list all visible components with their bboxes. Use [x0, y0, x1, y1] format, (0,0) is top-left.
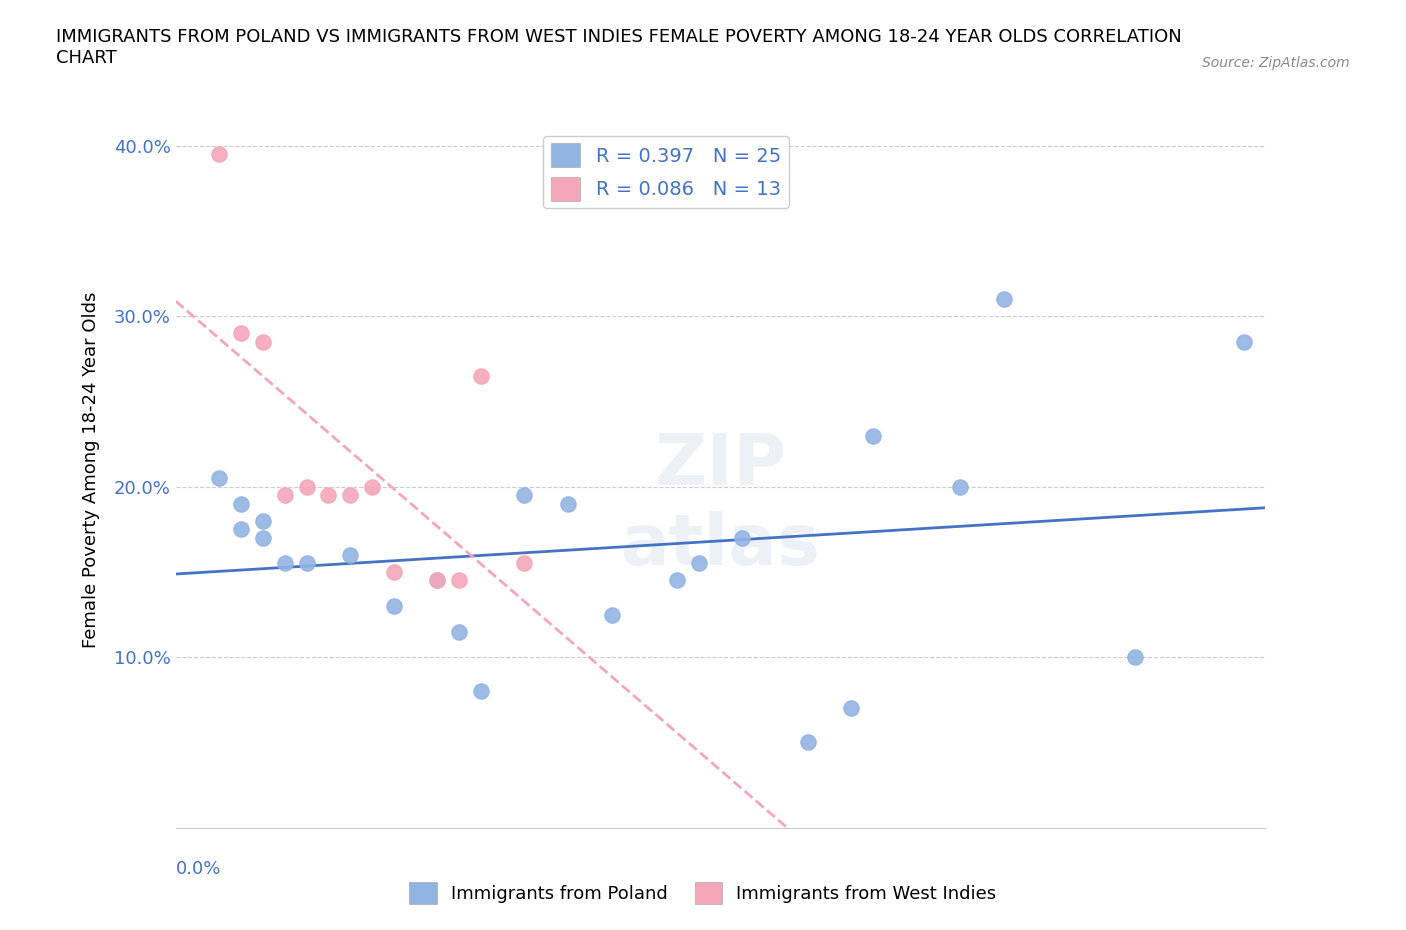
Point — [470, 368, 492, 383]
Text: 0.0%: 0.0% — [176, 860, 221, 878]
Point — [557, 497, 579, 512]
Point — [993, 292, 1015, 307]
Point — [208, 471, 231, 485]
Text: ZIP
atlas: ZIP atlas — [620, 432, 821, 580]
Point — [318, 487, 340, 502]
Point — [231, 522, 253, 537]
Point — [426, 573, 449, 588]
Y-axis label: Female Poverty Among 18-24 Year Olds: Female Poverty Among 18-24 Year Olds — [82, 291, 100, 648]
Point — [360, 479, 382, 494]
Point — [796, 735, 818, 750]
Point — [447, 624, 470, 639]
Point — [600, 607, 623, 622]
Point — [252, 513, 274, 528]
Point — [949, 479, 972, 494]
Legend: Immigrants from Poland, Immigrants from West Indies: Immigrants from Poland, Immigrants from … — [402, 875, 1004, 911]
Text: Source: ZipAtlas.com: Source: ZipAtlas.com — [1202, 56, 1350, 70]
Point — [426, 573, 449, 588]
Point — [252, 335, 274, 350]
Point — [447, 573, 470, 588]
Point — [382, 565, 405, 579]
Point — [731, 530, 754, 545]
Point — [841, 701, 863, 716]
Point — [295, 479, 318, 494]
Point — [666, 573, 689, 588]
Legend: R = 0.397   N = 25, R = 0.086   N = 13: R = 0.397 N = 25, R = 0.086 N = 13 — [543, 136, 789, 208]
Point — [470, 684, 492, 698]
Point — [231, 326, 253, 340]
Text: IMMIGRANTS FROM POLAND VS IMMIGRANTS FROM WEST INDIES FEMALE POVERTY AMONG 18-24: IMMIGRANTS FROM POLAND VS IMMIGRANTS FRO… — [56, 28, 1182, 67]
Point — [274, 556, 297, 571]
Point — [688, 556, 710, 571]
Point — [208, 147, 231, 162]
Point — [339, 548, 361, 563]
Point — [252, 530, 274, 545]
Point — [1123, 650, 1146, 665]
Point — [513, 556, 536, 571]
Point — [295, 556, 318, 571]
Point — [274, 487, 297, 502]
Point — [231, 497, 253, 512]
Point — [1232, 335, 1256, 350]
Point — [382, 599, 405, 614]
Point — [862, 428, 884, 443]
Point — [513, 487, 536, 502]
Point — [339, 487, 361, 502]
